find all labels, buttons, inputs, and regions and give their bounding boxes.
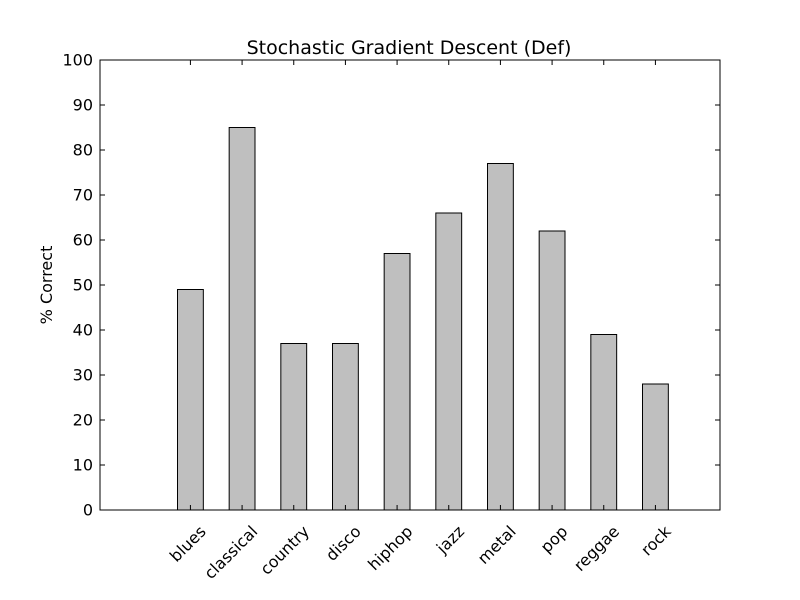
y-tick-label-70: 70 [73, 186, 93, 205]
plot-frame [99, 59, 721, 511]
bar-disco [332, 343, 359, 511]
bars-group [177, 127, 669, 511]
y-tick-label-60: 60 [73, 231, 93, 250]
y-tick-label-20: 20 [73, 411, 93, 430]
y-tick-label-50: 50 [73, 276, 93, 295]
y-tick-label-40: 40 [73, 321, 93, 340]
x-tick-label-metal: metal [474, 522, 520, 568]
y-axis-label: % Correct [37, 246, 56, 325]
chart-title: Stochastic Gradient Descent (Def) [247, 37, 572, 59]
bar-pop [538, 230, 566, 511]
y-tick-label-10: 10 [73, 456, 93, 475]
bar-jazz [435, 212, 463, 511]
y-tick-label-30: 30 [73, 366, 93, 385]
bar-hiphop [383, 253, 411, 511]
bar-rock [642, 383, 669, 511]
x-tick-label-classical: classical [200, 522, 261, 583]
x-tick-label-pop: pop [537, 522, 572, 557]
x-tick-label-country: country [256, 522, 313, 579]
x-tick-label-reggae: reggae [570, 522, 623, 575]
x-tick-label-disco: disco [322, 522, 365, 565]
x-tick-label-jazz: jazz [432, 522, 468, 558]
bar-classical [228, 127, 256, 511]
x-tick-label-hiphop: hiphop [364, 522, 416, 574]
y-tick-label-90: 90 [73, 96, 93, 115]
x-tick-label-rock: rock [637, 521, 675, 559]
bar-country [280, 343, 308, 511]
x-tick-label-blues: blues [166, 522, 210, 566]
y-tick-label-80: 80 [73, 141, 93, 160]
bar-blues [177, 289, 204, 511]
y-tick-label-100: 100 [62, 51, 93, 70]
y-tick-label-0: 0 [83, 501, 93, 520]
bar-metal [487, 163, 514, 511]
bar-reggae [590, 334, 618, 511]
